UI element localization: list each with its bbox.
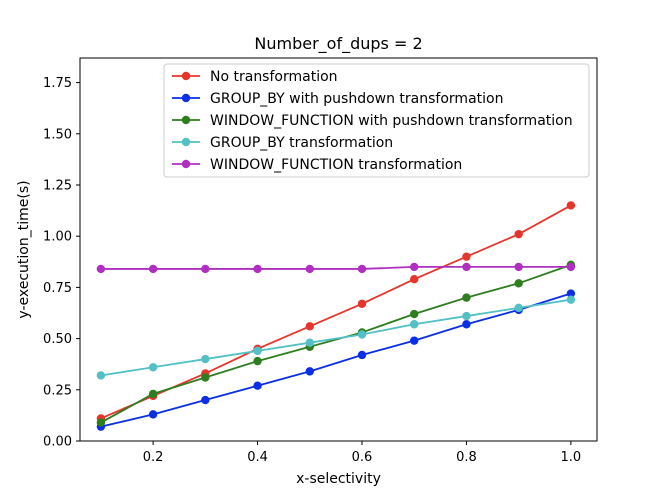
data-point bbox=[148, 264, 158, 274]
data-point bbox=[305, 264, 314, 274]
legend-item: No transformation bbox=[172, 69, 338, 85]
legend: No transformation GROUP_BY with pushdown … bbox=[163, 63, 590, 178]
series-line bbox=[100, 266, 571, 270]
data-point bbox=[305, 322, 314, 331]
axes: 0.2 0.4 0.6 0.8 1.0 0.00 0.25 0.50 0.75 1.00 1.25 1… bbox=[43, 57, 598, 465]
y-tick-label: 0.25 bbox=[43, 383, 72, 398]
x-tick-label: 0.2 bbox=[143, 450, 164, 465]
y-tick-label: 1.75 bbox=[43, 76, 72, 91]
data-point bbox=[566, 289, 576, 298]
y-axis-label: y-execution_time(s) bbox=[16, 180, 32, 318]
data-point bbox=[96, 371, 106, 380]
data-point bbox=[148, 389, 158, 399]
data-point bbox=[201, 373, 210, 382]
data-point bbox=[514, 279, 523, 288]
data-point bbox=[410, 274, 419, 284]
data-point bbox=[96, 264, 106, 274]
data-point bbox=[357, 299, 367, 308]
data-point bbox=[148, 410, 158, 419]
data-point bbox=[566, 262, 576, 272]
data-point bbox=[357, 350, 367, 360]
data-point bbox=[96, 418, 106, 427]
data-point bbox=[462, 262, 471, 272]
data-point bbox=[514, 262, 523, 272]
legend-item: WINDOW_FUNCTION with pushdown transforma… bbox=[172, 113, 573, 129]
legend-marker bbox=[181, 115, 191, 125]
legend-item: WINDOW_FUNCTION transformation bbox=[172, 157, 462, 173]
data-point bbox=[462, 311, 471, 321]
data-point bbox=[566, 295, 576, 304]
plot-frame bbox=[79, 57, 598, 442]
x-tick-label: 0.4 bbox=[247, 450, 268, 465]
data-point bbox=[410, 262, 419, 272]
series-line bbox=[100, 298, 572, 377]
plot-area bbox=[96, 201, 576, 431]
chart-title: Number_of_dups = 2 bbox=[254, 34, 422, 54]
legend-item: GROUP_BY transformation bbox=[172, 135, 393, 151]
legend-marker bbox=[181, 93, 191, 103]
legend-marker bbox=[181, 71, 191, 81]
data-point bbox=[305, 367, 314, 376]
data-point bbox=[410, 320, 419, 329]
data-point bbox=[514, 303, 523, 313]
data-point bbox=[410, 309, 419, 319]
data-point bbox=[201, 354, 210, 364]
data-point bbox=[253, 381, 262, 390]
data-point bbox=[148, 363, 158, 372]
x-tick-label: 0.6 bbox=[352, 450, 373, 465]
data-point bbox=[253, 346, 262, 356]
data-point bbox=[253, 356, 262, 366]
y-tick-label: 0.75 bbox=[43, 281, 72, 296]
data-point bbox=[462, 252, 471, 261]
legend-marker bbox=[181, 137, 191, 147]
data-point bbox=[462, 320, 471, 329]
legend-item: GROUP_BY with pushdown transformation bbox=[172, 91, 503, 107]
x-tick-label: 1.0 bbox=[561, 450, 582, 465]
data-point bbox=[462, 293, 471, 302]
legend-label: WINDOW_FUNCTION transformation bbox=[210, 157, 462, 173]
y-tick-label: 1.25 bbox=[43, 178, 72, 193]
series-line bbox=[100, 264, 572, 424]
data-point bbox=[201, 395, 210, 405]
x-axis-label: x-selectivity bbox=[296, 471, 381, 487]
data-point bbox=[357, 330, 367, 339]
data-point bbox=[357, 264, 367, 274]
series-5 bbox=[96, 262, 576, 274]
y-tick-label: 1.50 bbox=[43, 127, 72, 142]
data-point bbox=[566, 201, 576, 210]
data-point bbox=[410, 336, 419, 345]
x-tick-label: 0.8 bbox=[456, 450, 477, 465]
legend-box bbox=[163, 63, 590, 178]
y-tick-label: 0.00 bbox=[43, 435, 72, 450]
y-tick-label: 0.50 bbox=[43, 332, 72, 347]
legend-label: No transformation bbox=[210, 69, 338, 85]
y-tick-label: 1.00 bbox=[43, 230, 72, 245]
series-4 bbox=[96, 295, 576, 380]
data-point bbox=[305, 338, 314, 347]
legend-label: GROUP_BY with pushdown transformation bbox=[210, 91, 503, 107]
data-point bbox=[201, 264, 210, 274]
legend-marker bbox=[181, 159, 191, 169]
data-point bbox=[514, 229, 523, 239]
series-line bbox=[100, 292, 572, 428]
series-line bbox=[100, 204, 572, 420]
legend-label: WINDOW_FUNCTION with pushdown transforma… bbox=[210, 113, 573, 129]
legend-label: GROUP_BY transformation bbox=[210, 135, 393, 151]
data-point bbox=[253, 264, 262, 274]
